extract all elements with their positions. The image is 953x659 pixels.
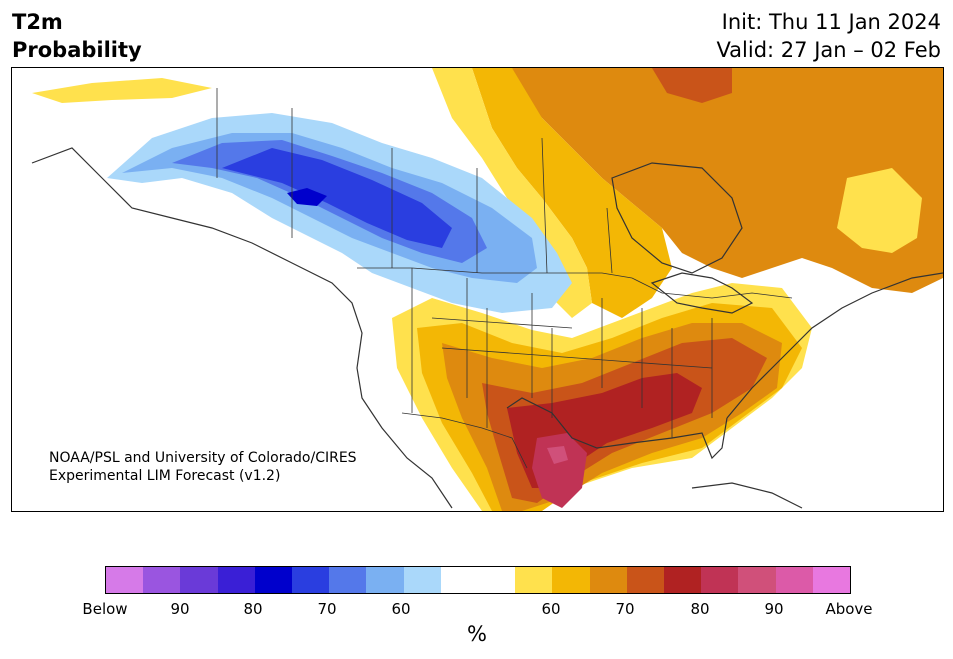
us-mexico-border <box>401 412 528 469</box>
colorbar-swatch <box>329 567 367 593</box>
colorbar-swatch <box>366 567 404 593</box>
colorbar-swatch <box>143 567 181 593</box>
credit-text: NOAA/PSL and University of Colorado/CIRE… <box>49 449 357 485</box>
colorbar-swatch <box>292 567 330 593</box>
credit-line-2: Experimental LIM Forecast (v1.2) <box>49 468 281 484</box>
colorbar-swatch <box>440 567 479 593</box>
canada-us-border <box>357 267 793 299</box>
colorbar-swatch <box>515 567 553 593</box>
province-lines <box>216 88 613 274</box>
credit-line-1: NOAA/PSL and University of Colorado/CIRE… <box>49 450 357 466</box>
coastlines <box>31 147 943 509</box>
gulf-coast-line <box>506 397 728 460</box>
colorbar-swatch <box>589 567 627 593</box>
colorbar-swatch <box>552 567 590 593</box>
east-coast-line <box>726 272 943 419</box>
state-lines <box>411 268 713 438</box>
political-borders <box>216 88 793 469</box>
colorbar-tick-label: 60 <box>391 600 411 618</box>
colorbar-swatch <box>664 567 702 593</box>
colorbar-swatch <box>738 567 776 593</box>
great-lakes-line <box>650 272 754 314</box>
colorbar <box>105 566 851 594</box>
colorbar-tick-label: Above <box>825 600 873 618</box>
colorbar-swatch <box>106 567 144 593</box>
map-title: T2m Probability <box>12 8 142 64</box>
arctic-yellow-band <box>472 68 672 318</box>
colorbar-tick-label: 70 <box>615 600 635 618</box>
colorbar-tick-label: 80 <box>243 600 263 618</box>
map-svg <box>12 68 943 511</box>
colorbar-swatch <box>775 567 813 593</box>
title-variable: T2m <box>12 10 63 34</box>
west-coast-line <box>31 147 453 509</box>
cuba-line <box>691 482 803 509</box>
forecast-dates: Init: Thu 11 Jan 2024 Valid: 27 Jan – 02… <box>716 8 941 64</box>
warm-pink-patch <box>547 446 568 464</box>
colorbar-swatch <box>701 567 739 593</box>
colorbar-swatch <box>478 567 516 593</box>
northwest-yellow-strip <box>32 78 212 103</box>
title-subtitle: Probability <box>12 38 142 62</box>
colorbar-swatch <box>812 567 851 593</box>
cold-core-region <box>287 188 327 206</box>
colorbar-swatch <box>626 567 665 593</box>
labrador-yellow <box>837 168 922 253</box>
colorbar-tick-label: Below <box>82 600 128 618</box>
colorbar-tick-label: 60 <box>541 600 561 618</box>
colorbar-swatch <box>217 567 255 593</box>
colorbar-tick-label: 90 <box>764 600 784 618</box>
cold-deepblue-region <box>222 148 452 248</box>
colorbar-swatch <box>254 567 293 593</box>
hudson-bay-line <box>611 162 743 274</box>
colorbar-unit: % <box>467 622 487 646</box>
warm-crimson-region <box>532 433 587 508</box>
colorbar-tick-label: 80 <box>690 600 710 618</box>
arctic-red-patch <box>652 68 732 103</box>
probability-map: NOAA/PSL and University of Colorado/CIRE… <box>11 67 944 512</box>
colorbar-tick-label: 90 <box>170 600 190 618</box>
colorbar-tick-label: 70 <box>317 600 337 618</box>
colorbar-swatch <box>403 567 441 593</box>
valid-date: Valid: 27 Jan – 02 Feb <box>716 38 941 62</box>
arctic-orange-region <box>512 68 943 293</box>
init-date: Init: Thu 11 Jan 2024 <box>721 10 941 34</box>
colorbar-swatch <box>180 567 218 593</box>
